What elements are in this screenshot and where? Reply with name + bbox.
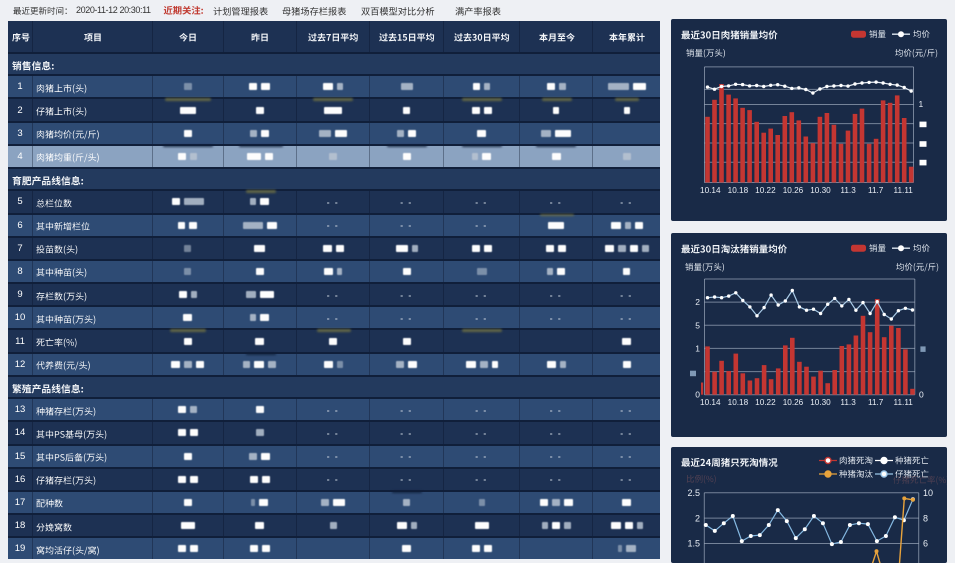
- svg-text:0: 0: [919, 390, 924, 400]
- svg-text:6: 6: [923, 539, 928, 549]
- svg-text:10.22: 10.22: [755, 398, 776, 407]
- svg-text:0: 0: [695, 390, 700, 400]
- svg-text:10.26: 10.26: [783, 186, 804, 195]
- svg-text:1: 1: [695, 343, 700, 353]
- svg-text:10.30: 10.30: [810, 186, 831, 195]
- svg-text:2.5: 2.5: [687, 488, 700, 498]
- svg-text:5: 5: [695, 320, 700, 330]
- svg-text:11.11: 11.11: [894, 398, 914, 407]
- svg-text:10.18: 10.18: [728, 186, 749, 195]
- svg-text:2: 2: [695, 513, 700, 523]
- svg-text:1.5: 1.5: [687, 539, 700, 549]
- svg-text:8: 8: [923, 513, 928, 523]
- svg-text:11.7: 11.7: [868, 398, 884, 407]
- svg-text:10.14: 10.14: [700, 186, 721, 195]
- svg-text:11.11: 11.11: [894, 186, 914, 195]
- svg-text:10.26: 10.26: [783, 398, 804, 407]
- svg-text:11.3: 11.3: [840, 186, 856, 195]
- svg-text:10: 10: [923, 488, 933, 498]
- svg-text:10.14: 10.14: [700, 398, 721, 407]
- svg-text:10.30: 10.30: [810, 398, 831, 407]
- svg-text:10.22: 10.22: [755, 186, 776, 195]
- svg-text:10.18: 10.18: [728, 398, 749, 407]
- svg-text:1: 1: [919, 99, 924, 109]
- svg-text:11.7: 11.7: [868, 186, 884, 195]
- svg-text:11.3: 11.3: [840, 398, 856, 407]
- svg-text:2: 2: [695, 297, 700, 307]
